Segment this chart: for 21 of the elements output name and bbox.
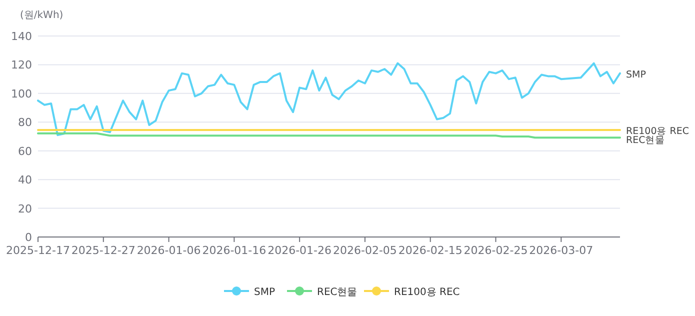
legend-label: RE100용 REC — [394, 287, 460, 298]
x-tick-label: 2026-02-05 — [333, 244, 397, 257]
x-tick-label: 2026-01-06 — [136, 244, 201, 257]
y-tick-label: 140 — [11, 30, 32, 43]
x-tick-label: 2026-02-25 — [464, 244, 528, 257]
x-tick-label: 2026-01-16 — [202, 244, 266, 257]
y-tick-label: 80 — [18, 116, 32, 130]
x-tick-label: 2026-03-07 — [529, 244, 594, 257]
x-tick-label: 2025-12-27 — [71, 244, 136, 257]
x-tick-label: 2026-01-26 — [268, 244, 332, 257]
y-axis-title: (원/kWh) — [20, 10, 64, 21]
y-tick-label: 0 — [25, 231, 32, 244]
legend-label: SMP — [254, 287, 276, 298]
legend-label: REC현물 — [317, 287, 358, 298]
y-tick-label: 40 — [18, 174, 32, 187]
y-tick-label: 60 — [18, 144, 32, 158]
y-tick-label: 120 — [11, 58, 32, 72]
y-tick-label: 20 — [18, 202, 32, 216]
y-tick-label: 100 — [11, 87, 32, 100]
x-tick-label: 2025-12-17 — [6, 244, 70, 257]
x-tick-label: 2026-02-15 — [398, 244, 462, 257]
